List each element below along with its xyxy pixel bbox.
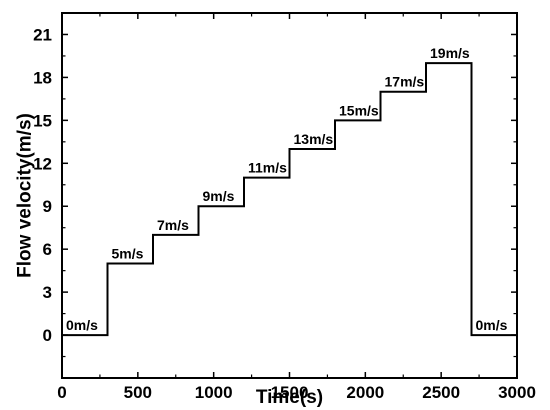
step-labels: 0m/s 5m/s 7m/s 9m/s 11m/s 13m/s 15m/s 17m/s 19m/… [66, 45, 508, 333]
step-label: 0m/s [66, 317, 98, 333]
x-tick-label: 0 [57, 383, 66, 402]
y-tick-label: 6 [43, 240, 52, 259]
y-tick-label: 0 [43, 326, 52, 345]
step-label: 17m/s [385, 74, 425, 90]
step-label: 5m/s [112, 245, 144, 261]
y-tick-label: 21 [33, 25, 52, 44]
y-axis-ticks: 0 3 6 9 12 15 18 21 [33, 25, 517, 358]
y-axis-title: Flow velocity(m/s) [15, 113, 36, 278]
x-tick-label: 3000 [498, 383, 536, 402]
step-label: 0m/s [476, 317, 508, 333]
y-tick-label: 9 [43, 197, 52, 216]
series-line [62, 62, 517, 337]
step-label: 13m/s [294, 131, 334, 147]
step-label: 11m/s [248, 160, 287, 176]
x-axis-ticks: 0 500 1000 1500 2000 2500 3000 [57, 13, 536, 402]
x-tick-label: 2000 [346, 383, 384, 402]
step-label: 9m/s [203, 188, 235, 204]
step-label: 7m/s [157, 217, 189, 233]
plot-frame [61, 12, 518, 379]
x-tick-label: 1000 [195, 383, 233, 402]
y-tick-label: 12 [33, 154, 52, 173]
x-axis-title: Time(s) [256, 387, 323, 408]
y-tick-label: 3 [43, 283, 52, 302]
step-label: 15m/s [339, 102, 379, 118]
x-tick-label: 2500 [422, 383, 460, 402]
step-label: 19m/s [430, 45, 470, 61]
x-tick-label: 500 [124, 383, 152, 402]
x-tick-label: 1500 [271, 383, 309, 402]
y-tick-label: 18 [33, 68, 52, 87]
y-tick-label: 15 [33, 111, 52, 130]
